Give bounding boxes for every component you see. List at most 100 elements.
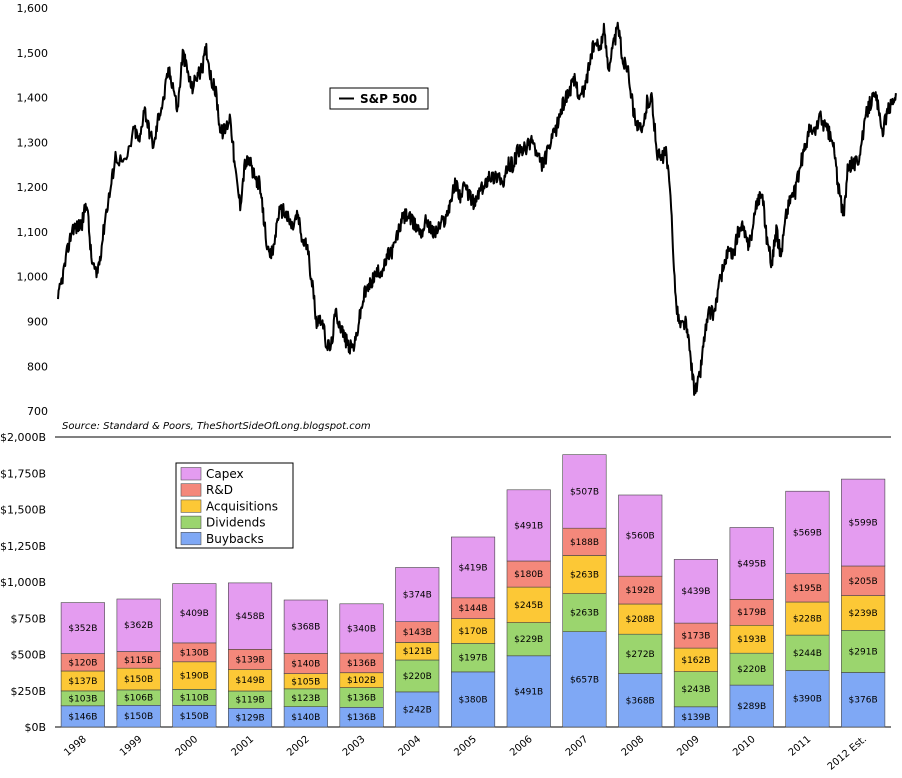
bar-label-acquisitions-2009: $162B [681,656,710,666]
bar-capex-1999 [116,598,161,652]
x-tick-2000: 2000 [174,734,201,759]
legend-swatch-dividends [180,515,202,529]
bar-label-acquisitions-2002: $105B [291,677,320,687]
bar-capex-2012-est [841,478,886,567]
bar-label-capex-1998: $352B [68,624,97,634]
bar-stack-2010: $289B $220B $193B $179B $495B [729,527,774,728]
cash-usage-chart: $0B $250B $500B $750B $1,000B $1,250B $1,500B $… [0,431,891,773]
bar-label-r-d-2006: $180B [514,570,543,580]
bar-label-r-d-2004: $143B [403,628,432,638]
bar-stack-2002: $140B $123B $105B $140B $368B [283,599,328,728]
bar-dividends-2012-est [841,629,886,673]
bar-capex-2007 [562,454,607,529]
bar-dividends-2007 [562,593,607,632]
bar-r-d-2007 [562,527,607,556]
legend-swatch-capex [180,467,202,481]
bar-acquisitions-2006 [506,586,551,623]
bar-label-capex-2006: $491B [514,521,543,531]
bar-label-buybacks-1998: $146B [68,712,97,722]
bar-y-tick-1250: $1,250B [0,540,46,553]
bar-label-capex-2010: $495B [737,559,766,569]
x-tick-2001: 2001 [229,734,256,759]
legend-swatch-acquisitions [180,499,202,513]
bar-buybacks-2012-est [841,672,886,728]
bar-label-capex-2012-est: $599B [849,519,878,529]
bar-stack-2005: $380B $197B $170B $144B $419B [450,536,496,728]
bar-capex-2009 [673,559,719,624]
bar-label-r-d-1998: $120B [68,658,97,668]
bar-label-dividends-2012-est: $291B [849,647,878,657]
bar-label-r-d-2009: $173B [681,632,710,642]
bar-label-dividends-1998: $103B [68,694,97,704]
bar-y-tick-500: $500B [10,649,46,662]
bar-label-buybacks-2005: $380B [458,696,487,706]
x-tick-1999: 1999 [118,734,145,759]
legend-swatch-buybacks [180,531,202,546]
bar-dividends-2011 [785,634,830,671]
sp500-y-tick-1200: 1,200 [17,181,49,194]
legend-label-dividends: Dividends [206,516,265,530]
bar-label-acquisitions-2012-est: $239B [849,609,878,619]
bar-r-d-2009 [673,622,719,649]
bar-capex-2004 [395,567,440,623]
x-tick-2008: 2008 [620,734,647,759]
bar-label-acquisitions-2007: $263B [570,571,599,581]
bar-label-buybacks-2007: $657B [570,675,599,685]
bar-capex-2003 [339,603,384,654]
bar-buybacks-2007 [562,631,607,728]
bar-label-acquisitions-2006: $245B [514,601,543,611]
bar-label-r-d-2001: $139B [236,655,265,665]
bar-capex-2006 [506,489,551,562]
bar-label-buybacks-2002: $140B [291,713,320,723]
bar-capex-2010 [729,527,774,600]
bar-stack-2011: $390B $244B $228B $195B $569B [785,490,830,728]
bar-label-capex-1999: $362B [124,621,153,631]
x-tick-2012-est: 2012 Est. [826,734,869,773]
bar-label-dividends-1999: $106B [124,694,153,704]
bar-label-r-d-2000: $130B [180,648,209,658]
x-tick-2009: 2009 [675,734,702,759]
bar-label-capex-2005: $419B [458,563,487,573]
bar-label-capex-2001: $458B [236,612,265,622]
bar-label-dividends-2010: $220B [737,665,766,675]
bar-y-tick-1000: $1,000B [0,576,46,589]
bar-stack-2003: $136B $136B $102B $136B $340B [339,603,384,728]
x-tick-2005: 2005 [452,734,479,759]
bar-label-r-d-2008: $192B [626,586,655,596]
sp500-y-tick-1300: 1,300 [17,136,49,149]
bar-label-r-d-2005: $144B [458,604,487,614]
bar-capex-2008 [618,494,663,577]
bar-buybacks-2008 [618,673,663,728]
bar-capex-2000 [172,583,217,644]
legend-label-buybacks: Buybacks [206,532,264,546]
bar-y-tick-250: $250B [10,685,46,698]
bar-label-r-d-2007: $188B [570,538,599,548]
bar-label-acquisitions-2004: $121B [403,647,432,657]
bar-acquisitions-2005 [450,618,496,644]
bar-y-tick-2000: $2,000B [0,431,46,444]
sp500-y-tick-1000: 1,000 [17,271,49,284]
bar-label-acquisitions-1998: $137B [68,677,97,687]
bar-stack-1999: $150B $106B $150B $115B $362B [116,598,161,728]
bar-label-acquisitions-1999: $150B [124,675,153,685]
bar-stack-2012-est: $376B $291B $239B $205B $599B [841,478,886,728]
bar-r-d-2010 [729,598,774,626]
bar-stack-2001: $129B $119B $149B $139B $458B [228,582,273,728]
bar-label-capex-2002: $368B [291,623,320,633]
bar-label-r-d-1999: $115B [124,656,153,666]
bar-y-tick-750: $750B [10,612,46,625]
bar-label-dividends-2001: $119B [236,696,265,706]
bar-stack-2009: $139B $243B $162B $173B $439B [673,559,719,728]
bar-dividends-2010 [729,652,774,686]
sp500-y-tick-900: 900 [27,315,48,328]
x-tick-2011: 2011 [787,734,814,759]
bar-label-capex-2009: $439B [681,587,710,597]
bar-buybacks-2005 [450,671,496,728]
bar-acquisitions-2011 [785,601,830,636]
bar-label-capex-2004: $374B [403,591,432,601]
legend-label-r-d: R&D [206,483,233,497]
sp500-chart: 700 800 900 1,000 1,100 1,200 1,300 1,400 1,500 1… [17,2,897,418]
bar-label-capex-2007: $507B [570,487,599,497]
